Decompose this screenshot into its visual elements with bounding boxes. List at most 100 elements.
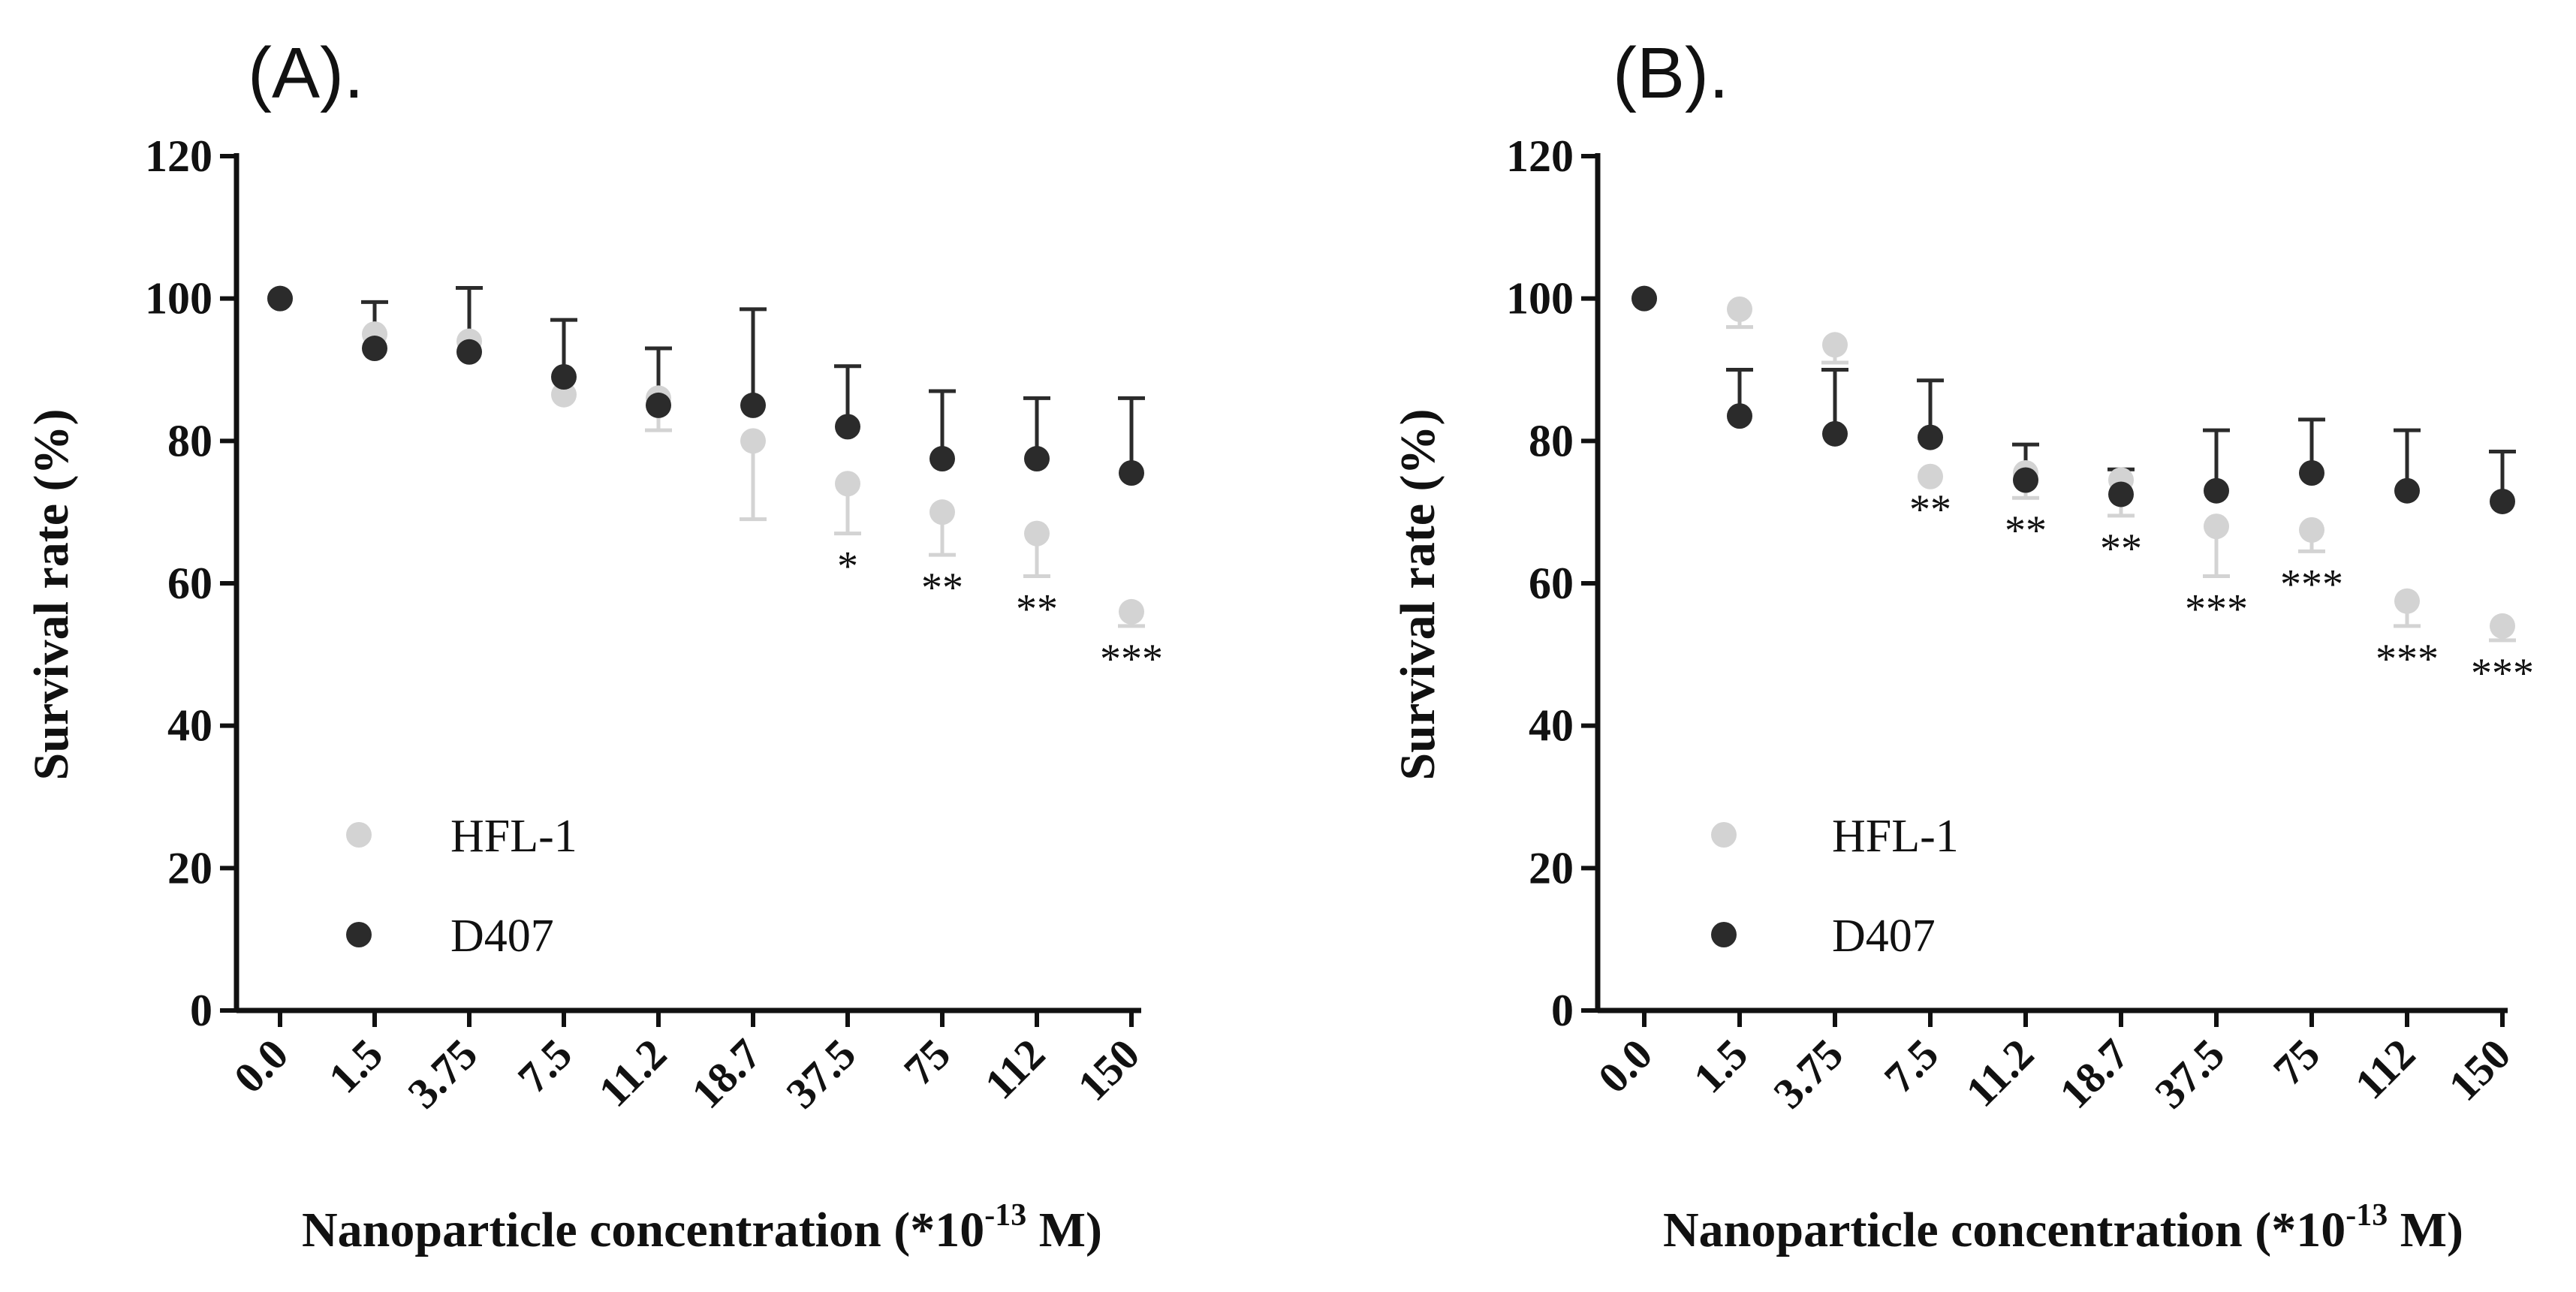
data-point-d407 bbox=[929, 446, 955, 472]
data-point-hfl1 bbox=[1727, 296, 1752, 322]
y-tick-label: 80 bbox=[167, 416, 212, 465]
x-tick-label: 11.2 bbox=[1957, 1029, 2043, 1116]
y-tick-label: 40 bbox=[1529, 701, 1574, 751]
x-tick-label: 18.7 bbox=[682, 1029, 770, 1118]
data-point-d407 bbox=[2299, 460, 2324, 486]
significance-marker: ** bbox=[921, 565, 963, 611]
data-point-hfl1 bbox=[2204, 513, 2229, 540]
legend-marker-d407 bbox=[346, 922, 372, 947]
x-tick-label: 11.2 bbox=[589, 1029, 676, 1116]
x-axis-title-unit: M) bbox=[2388, 1203, 2463, 1257]
x-axis-title-main: Nanoparticle concentration (*10 bbox=[1663, 1203, 2346, 1257]
significance-marker: * bbox=[837, 544, 858, 590]
x-axis-title: Nanoparticle concentration (*10-13 M) bbox=[1663, 1198, 2463, 1257]
data-point-hfl1 bbox=[2394, 588, 2420, 614]
x-tick-label: 150 bbox=[2439, 1029, 2520, 1110]
data-point-d407 bbox=[2108, 481, 2134, 507]
data-point-d407 bbox=[2490, 488, 2515, 514]
x-tick-label: 7.5 bbox=[508, 1029, 581, 1102]
significance-marker: *** bbox=[2376, 636, 2439, 682]
chart-panel-b: (B). 0 20 40 60 80 100 120 0.0 1.5 3.75 7.5 11.2 18.7… bbox=[1390, 33, 2534, 1257]
data-point-hfl1 bbox=[2490, 613, 2515, 639]
data-point-hfl1 bbox=[1918, 463, 1943, 489]
x-tick-label: 112 bbox=[975, 1029, 1054, 1108]
x-tick-label: 37.5 bbox=[776, 1029, 865, 1118]
data-point-hfl1 bbox=[740, 428, 766, 454]
y-tick-label: 100 bbox=[145, 274, 212, 324]
x-tick-label: 3.75 bbox=[398, 1029, 487, 1118]
data-point-d407 bbox=[1024, 446, 1050, 472]
data-point-hfl1 bbox=[1119, 598, 1144, 625]
data-point-d407 bbox=[740, 392, 766, 418]
x-tick-label: 3.75 bbox=[1764, 1029, 1852, 1118]
x-tick-label: 75 bbox=[894, 1029, 960, 1095]
x-tick-label: 7.5 bbox=[1875, 1029, 1948, 1102]
significance-marker: ** bbox=[1909, 486, 1951, 533]
y-tick-label: 20 bbox=[1529, 843, 1574, 893]
data-point-hfl1 bbox=[1024, 520, 1050, 547]
x-tick-label: 18.7 bbox=[2050, 1029, 2138, 1118]
data-point-d407 bbox=[1822, 420, 1848, 447]
chart-panel-a: (A). 0 20 40 60 80 100 120 0.0 1.5 3.75 7.5 11.2 18.7… bbox=[24, 33, 1163, 1257]
x-tick-label: 0.0 bbox=[1589, 1029, 1662, 1102]
significance-marker: ** bbox=[2100, 526, 2142, 572]
data-point-hfl1 bbox=[551, 381, 577, 408]
y-tick-label: 0 bbox=[190, 986, 212, 1035]
data-point-d407 bbox=[2204, 477, 2229, 504]
significance-marker: *** bbox=[2471, 650, 2534, 697]
y-tick-label: 120 bbox=[145, 131, 212, 181]
data-point-d407 bbox=[1727, 403, 1752, 429]
panel-label: (B). bbox=[1613, 33, 1729, 113]
y-tick-label: 120 bbox=[1506, 131, 1574, 181]
y-axis-title: Survival rate (%) bbox=[24, 409, 79, 781]
x-axis-title-unit: M) bbox=[1026, 1203, 1102, 1257]
y-tick-label: 80 bbox=[1529, 416, 1574, 465]
data-point-hfl1 bbox=[929, 499, 955, 526]
significance-marker: ** bbox=[2005, 507, 2047, 554]
panel-label: (A). bbox=[248, 33, 364, 113]
x-tick-label: 112 bbox=[2346, 1029, 2424, 1108]
x-axis-title-exponent: -13 bbox=[984, 1198, 1026, 1233]
x-tick-label: 0.0 bbox=[224, 1029, 297, 1102]
data-point-hfl1 bbox=[1822, 332, 1848, 358]
legend-label-hfl1: HFL-1 bbox=[1832, 811, 1959, 862]
y-tick-label: 0 bbox=[1551, 986, 1574, 1035]
data-point-hfl1 bbox=[2299, 516, 2324, 543]
data-point-hfl1 bbox=[835, 471, 860, 497]
data-point-d407 bbox=[646, 392, 671, 418]
significance-marker: *** bbox=[1100, 636, 1163, 682]
legend-marker-hfl1 bbox=[346, 822, 372, 848]
significance-marker: *** bbox=[2185, 586, 2248, 633]
y-tick-label: 60 bbox=[167, 559, 212, 608]
legend-label-d407: D407 bbox=[1832, 911, 1936, 962]
data-point-d407 bbox=[1631, 285, 1657, 312]
data-point-d407 bbox=[2394, 477, 2420, 504]
x-axis-title-main: Nanoparticle concentration (*10 bbox=[302, 1203, 984, 1257]
legend-marker-d407 bbox=[1711, 922, 1737, 947]
x-tick-label: 75 bbox=[2264, 1029, 2329, 1095]
significance-marker: *** bbox=[2280, 561, 2343, 607]
significance-marker: ** bbox=[1016, 586, 1058, 633]
data-point-d407 bbox=[551, 363, 577, 390]
x-axis-title-exponent: -13 bbox=[2346, 1198, 2388, 1233]
y-axis-title: Survival rate (%) bbox=[1390, 409, 1445, 781]
data-point-d407 bbox=[2013, 467, 2038, 493]
x-tick-label: 1.5 bbox=[1684, 1029, 1757, 1102]
data-point-d407 bbox=[267, 285, 293, 312]
data-point-d407 bbox=[835, 414, 860, 440]
y-tick-label: 100 bbox=[1506, 274, 1574, 324]
legend-label-hfl1: HFL-1 bbox=[450, 811, 577, 862]
data-point-d407 bbox=[1119, 460, 1144, 486]
x-tick-label: 1.5 bbox=[319, 1029, 392, 1102]
x-axis-title: Nanoparticle concentration (*10-13 M) bbox=[302, 1198, 1102, 1257]
data-point-d407 bbox=[362, 336, 387, 362]
x-tick-label: 150 bbox=[1068, 1029, 1149, 1110]
data-point-d407 bbox=[456, 339, 482, 365]
x-tick-label: 37.5 bbox=[2145, 1029, 2234, 1118]
legend-marker-hfl1 bbox=[1711, 822, 1737, 848]
legend-label-d407: D407 bbox=[450, 911, 554, 962]
y-tick-label: 40 bbox=[167, 701, 212, 751]
y-tick-label: 60 bbox=[1529, 559, 1574, 608]
y-tick-label: 20 bbox=[167, 843, 212, 893]
